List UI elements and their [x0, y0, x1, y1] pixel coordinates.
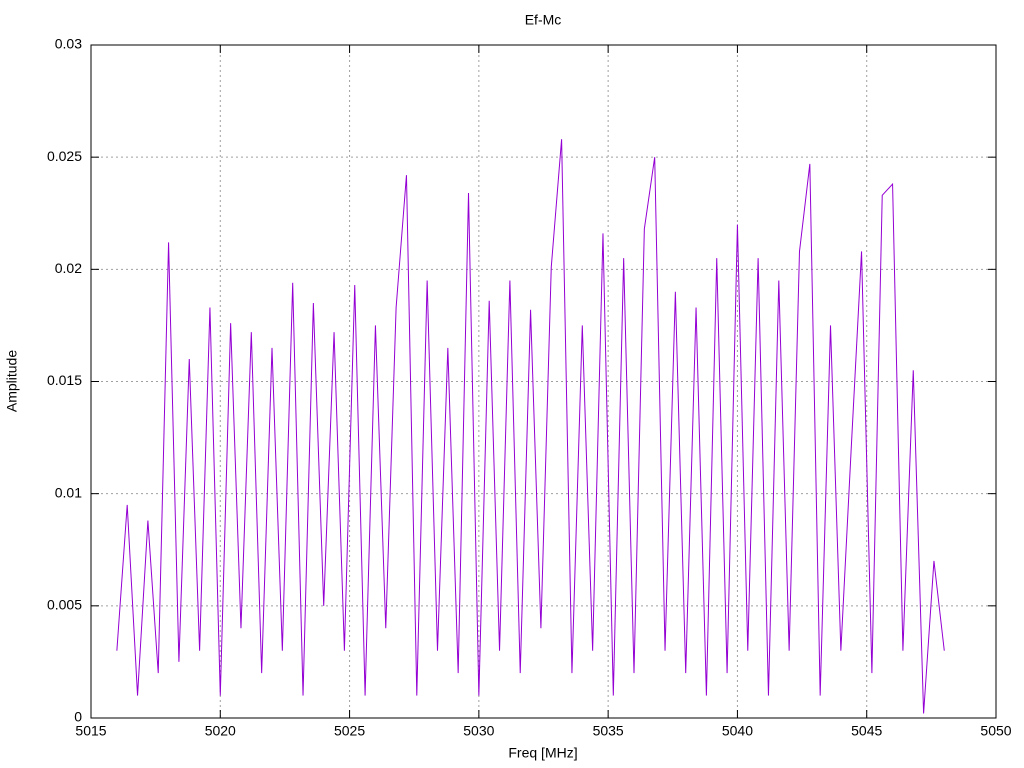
y-tick-label: 0.02 [55, 260, 82, 276]
x-tick-label: 5045 [851, 723, 882, 739]
x-tick-label: 5035 [593, 723, 624, 739]
y-tick-label: 0.025 [47, 148, 82, 164]
x-tick-label: 5050 [980, 723, 1011, 739]
data-line [116, 139, 945, 714]
y-tick-label: 0.015 [47, 372, 82, 388]
x-tick-label: 5025 [334, 723, 365, 739]
x-tick-label: 5040 [722, 723, 753, 739]
y-tick-label: 0.005 [47, 597, 82, 613]
y-axis-label: Amplitude [4, 350, 20, 412]
y-tick-label: 0.01 [55, 484, 82, 500]
x-tick-label: 5015 [75, 723, 106, 739]
x-tick-label: 5020 [205, 723, 236, 739]
x-tick-label: 5030 [463, 723, 494, 739]
x-axis-label: Freq [MHz] [508, 745, 577, 761]
chart-title: Ef-Mc [525, 12, 562, 28]
y-tick-label: 0.03 [55, 36, 82, 52]
y-tick-label: 0 [74, 709, 82, 725]
plot-border [90, 44, 997, 719]
